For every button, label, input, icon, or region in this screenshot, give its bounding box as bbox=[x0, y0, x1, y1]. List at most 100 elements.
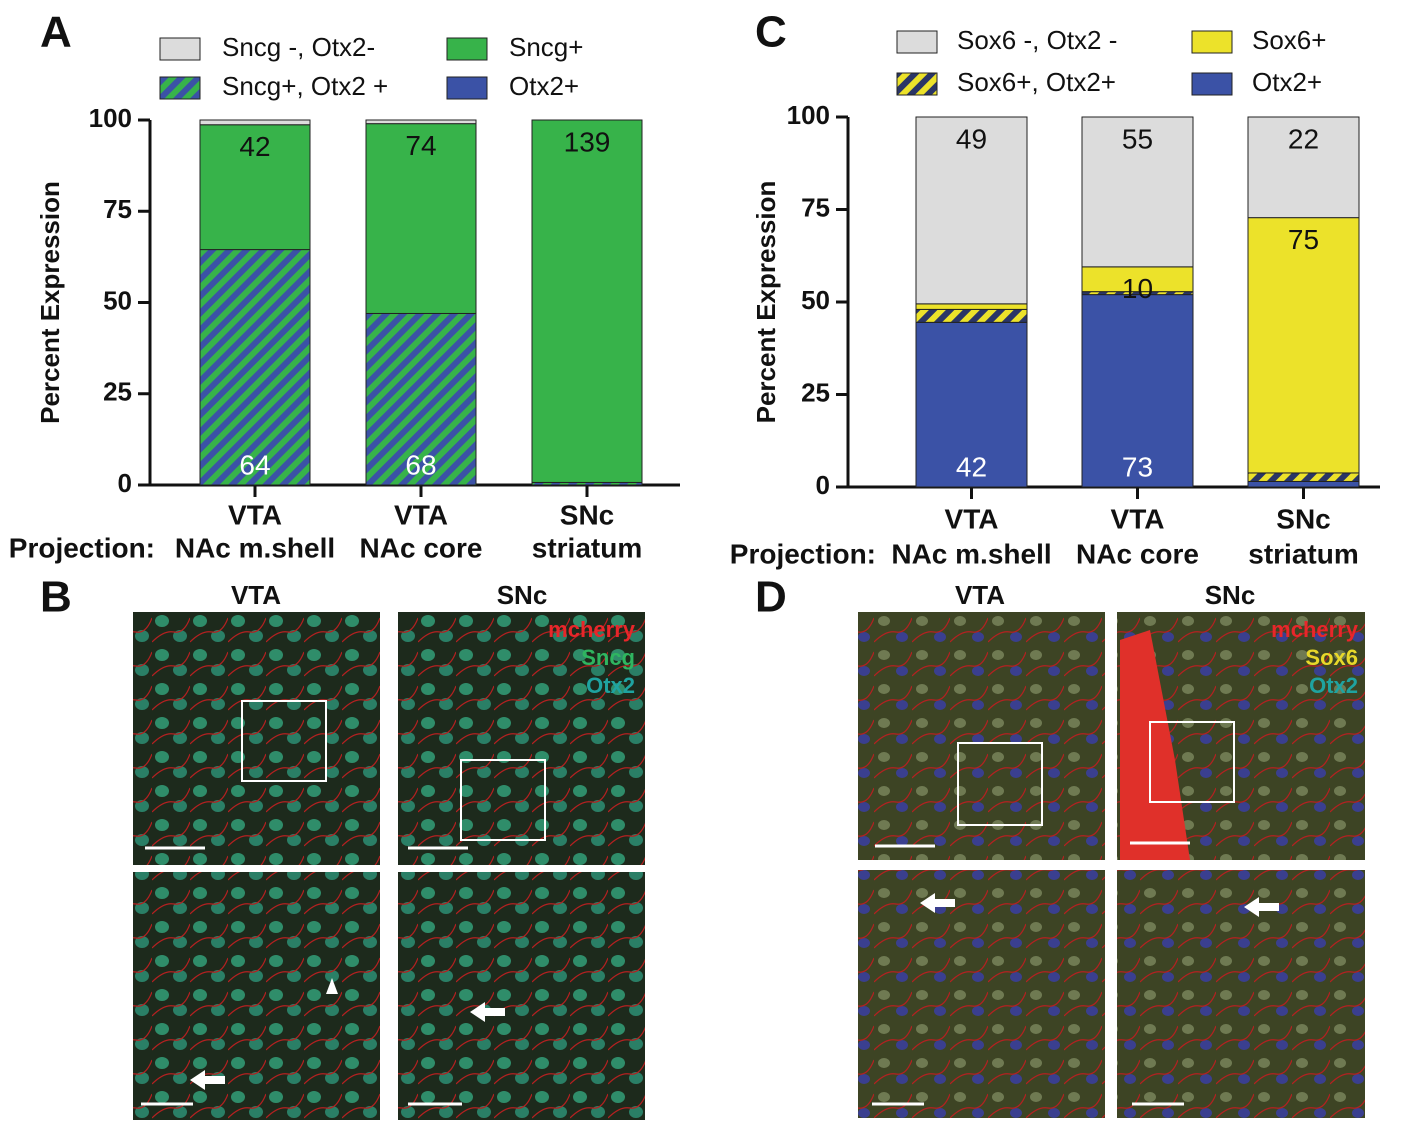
legend-swatch bbox=[446, 37, 488, 61]
y-tick-label: 0 bbox=[816, 470, 830, 500]
y-tick-label: 0 bbox=[118, 468, 132, 498]
column-title: SNc bbox=[497, 580, 548, 610]
projection-label: NAc core bbox=[360, 532, 483, 563]
y-axis-label: Percent Expression bbox=[35, 181, 65, 424]
data-label: 73 bbox=[1122, 451, 1153, 482]
data-label: 75 bbox=[1288, 224, 1319, 255]
x-tick-label: VTA bbox=[945, 503, 999, 534]
bar-segment bbox=[1081, 116, 1194, 268]
legend-label: Sncg -, Otx2- bbox=[222, 32, 375, 62]
legend-label: Otx2+ bbox=[509, 71, 579, 101]
bar-segment bbox=[199, 249, 311, 486]
data-label: 64 bbox=[239, 449, 270, 480]
data-label: 68 bbox=[405, 449, 436, 480]
arrows bbox=[190, 893, 1279, 1090]
y-tick-label: 25 bbox=[103, 377, 132, 407]
projection-label: NAc m.shell bbox=[891, 538, 1051, 569]
micrograph bbox=[858, 612, 1105, 860]
bar-segment bbox=[915, 116, 1028, 305]
channel-label: Sncg bbox=[581, 645, 635, 670]
bar-segment bbox=[1247, 116, 1360, 219]
legend-label: Sox6+ bbox=[1252, 25, 1326, 55]
data-label: 49 bbox=[956, 123, 987, 154]
channel-label: Sox6 bbox=[1305, 645, 1358, 670]
y-tick-label: 50 bbox=[103, 285, 132, 315]
legend-label: Sncg+ bbox=[509, 32, 583, 62]
panel-letter: B bbox=[40, 573, 72, 622]
legend-swatch bbox=[1191, 30, 1233, 54]
panel-letter: D bbox=[755, 573, 787, 622]
legend-label: Otx2+ bbox=[1252, 67, 1322, 97]
y-tick-label: 75 bbox=[801, 192, 830, 222]
scale-bars bbox=[141, 841, 1190, 1106]
column-title: VTA bbox=[955, 580, 1005, 610]
micrograph bbox=[133, 872, 380, 1120]
channel-label: Otx2 bbox=[586, 673, 635, 698]
legend-swatch bbox=[896, 30, 938, 54]
data-label: 74 bbox=[405, 130, 436, 161]
data-label: 42 bbox=[239, 131, 270, 162]
y-tick-label: 100 bbox=[89, 103, 132, 133]
bar-segment bbox=[1081, 294, 1194, 488]
channel-label: Otx2 bbox=[1309, 673, 1358, 698]
legend-swatch bbox=[1191, 72, 1233, 96]
legend-label: Sox6+, Otx2+ bbox=[957, 67, 1116, 97]
legend-swatch bbox=[159, 37, 201, 61]
panel-letter: C bbox=[755, 8, 787, 57]
projection-axis-label: Projection: bbox=[730, 538, 876, 569]
micrographs bbox=[133, 612, 1365, 1120]
data-label: 22 bbox=[1288, 123, 1319, 154]
projection-axis-label: Projection: bbox=[9, 532, 155, 563]
y-tick-label: 100 bbox=[787, 100, 830, 130]
bar-segment bbox=[1247, 472, 1360, 482]
bar-segment bbox=[365, 123, 477, 314]
bar-segment bbox=[1247, 217, 1360, 474]
bar-segment bbox=[365, 119, 477, 125]
bar-segment bbox=[531, 119, 643, 483]
y-tick-label: 25 bbox=[801, 377, 830, 407]
x-tick-label: SNc bbox=[560, 499, 614, 530]
data-label: 10 bbox=[1122, 273, 1153, 304]
projection-label: NAc core bbox=[1076, 538, 1199, 569]
bar-segment bbox=[915, 308, 1028, 323]
bar-segment bbox=[1247, 480, 1360, 488]
y-tick-label: 75 bbox=[103, 194, 132, 224]
zoom-boxes bbox=[241, 700, 1235, 841]
legend-swatch bbox=[446, 76, 488, 100]
x-tick-label: VTA bbox=[394, 499, 448, 530]
bar-segment bbox=[915, 321, 1028, 488]
chart: C Percent Expression 0 25 50 75 100 VTA NAc m.sh… bbox=[730, 8, 1380, 569]
bar-segment bbox=[199, 119, 311, 126]
x-tick-label: SNc bbox=[1276, 503, 1330, 534]
legend-label: Sncg+, Otx2 + bbox=[222, 71, 388, 101]
data-label: 139 bbox=[564, 126, 611, 157]
y-tick-label: 50 bbox=[801, 285, 830, 315]
bar-segment bbox=[365, 312, 477, 486]
legend-label: Sox6 -, Otx2 - bbox=[957, 25, 1117, 55]
column-title: SNc bbox=[1205, 580, 1256, 610]
column-title: VTA bbox=[231, 580, 281, 610]
bar-segment bbox=[915, 303, 1028, 310]
micrograph bbox=[398, 612, 645, 865]
projection-label: striatum bbox=[532, 532, 642, 563]
data-label: 42 bbox=[956, 451, 987, 482]
channel-label: mcherry bbox=[548, 617, 636, 642]
micrograph bbox=[1117, 870, 1365, 1118]
legend-swatch bbox=[159, 76, 201, 100]
micrograph bbox=[858, 870, 1105, 1118]
legend-swatch bbox=[896, 72, 938, 96]
bar-segment bbox=[199, 124, 311, 251]
x-tick-label: VTA bbox=[1111, 503, 1165, 534]
projection-label: NAc m.shell bbox=[175, 532, 335, 563]
micrograph bbox=[398, 872, 645, 1120]
micrograph bbox=[133, 612, 380, 865]
data-label: 55 bbox=[1122, 123, 1153, 154]
x-tick-label: VTA bbox=[228, 499, 282, 530]
y-axis-label: Percent Expression bbox=[751, 181, 781, 424]
channel-label: mcherry bbox=[1271, 617, 1359, 642]
panel-letter: A bbox=[40, 8, 72, 57]
projection-label: striatum bbox=[1248, 538, 1358, 569]
